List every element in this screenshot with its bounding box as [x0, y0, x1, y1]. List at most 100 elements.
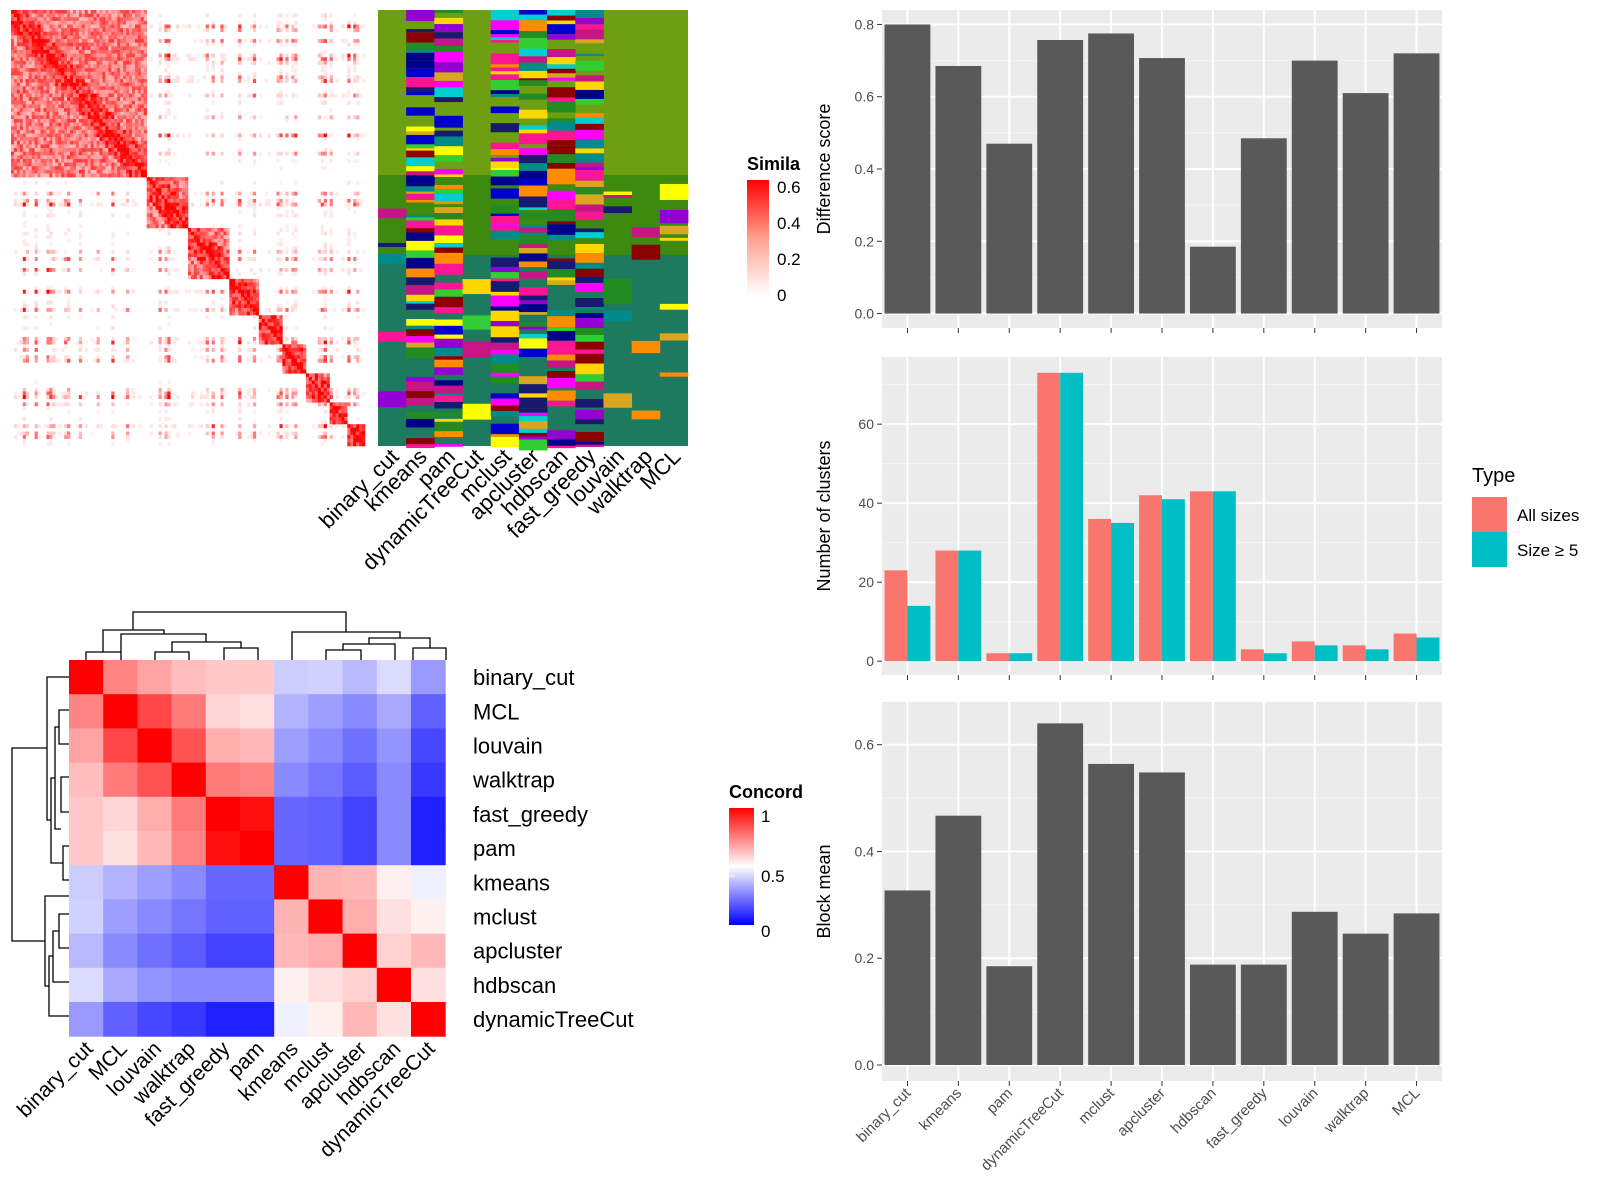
concordance-cell-kmeans-walktrap: [171, 865, 207, 900]
concordance-cell-binary_cut-apcluster: [342, 660, 378, 695]
concordance-cell-hdbscan-hdbscan: [376, 967, 412, 1003]
concordance-cell-apcluster-fast_greedy: [205, 933, 241, 969]
concordance-cell-kmeans-MCL: [103, 865, 138, 900]
concordance-row-label: binary_cut: [473, 665, 575, 690]
bar-walktrap: [1342, 93, 1389, 314]
concordance-cell-binary_cut-dynamicTreeCut: [411, 660, 446, 695]
concordance-cell-binary_cut-mclust: [308, 660, 344, 695]
concordance-cell-mclust-dynamicTreeCut: [411, 899, 446, 935]
bar-all-sizes-dynamicTreeCut: [1037, 372, 1061, 662]
concordance-cell-pam-mclust: [308, 831, 344, 866]
bar-mclust: [1088, 33, 1134, 314]
concordance-cell-louvain-fast_greedy: [205, 728, 241, 764]
y-tick-label: 20: [858, 574, 874, 590]
concordance-cell-binary_cut-MCL: [103, 660, 138, 695]
concordance-cell-MCL-binary_cut: [69, 694, 104, 729]
bar-pam: [986, 143, 1033, 314]
y-tick-label: 0.6: [855, 737, 875, 753]
concordance-cell-louvain-louvain: [137, 728, 173, 764]
concordance-cell-kmeans-mclust: [308, 865, 344, 900]
concordance-cell-kmeans-binary_cut: [69, 865, 104, 900]
bar-all-sizes-kmeans: [935, 550, 959, 662]
concordance-cell-hdbscan-MCL: [103, 967, 138, 1003]
bar-pam: [986, 966, 1033, 1065]
bar-size-5-dynamicTreeCut: [1060, 372, 1084, 662]
similarity-legend-tick: 0: [777, 286, 786, 305]
concordance-row-label: walktrap: [472, 768, 555, 793]
bar-all-sizes-fast_greedy: [1240, 649, 1264, 662]
bar-size-5-fast_greedy: [1263, 653, 1287, 662]
difference-score-panel: 0.0 0.2 0.4 0.6 0.8 Difference score: [814, 10, 1442, 333]
concordance-cells: [69, 660, 446, 1037]
concordance-cell-walktrap-hdbscan: [376, 762, 412, 798]
concordance-cell-kmeans-pam: [240, 865, 275, 900]
bar-kmeans: [935, 66, 982, 314]
cluster-assignment-cells: [378, 10, 689, 451]
bar-all-sizes-walktrap: [1342, 645, 1366, 662]
concordance-cell-binary_cut-pam: [240, 660, 275, 695]
y-tick-label: 0.2: [855, 233, 875, 249]
y-tick-label: 0.8: [855, 16, 875, 32]
similarity-legend-colorbar: [747, 180, 769, 295]
concordance-cell-kmeans-kmeans: [274, 865, 309, 900]
concordance-row-label: kmeans: [473, 870, 550, 895]
concordance-cell-fast_greedy-fast_greedy: [205, 796, 241, 832]
concordance-cell-walktrap-MCL: [103, 762, 138, 798]
concordance-cell-walktrap-walktrap: [171, 762, 207, 798]
bar-binary_cut: [884, 890, 931, 1065]
concordance-cell-fast_greedy-binary_cut: [69, 796, 104, 832]
legend-label-all-sizes: All sizes: [1517, 506, 1579, 525]
bar-size-5-hdbscan: [1212, 491, 1236, 662]
concordance-cell-dynamicTreeCut-fast_greedy: [205, 1002, 241, 1037]
concordance-cell-pam-pam: [240, 831, 275, 866]
concordance-row-label: hdbscan: [473, 973, 556, 998]
concordance-legend-tick: 0.5: [761, 867, 785, 886]
concordance-cell-mclust-pam: [240, 899, 275, 935]
concordance-cell-kmeans-apcluster: [342, 865, 378, 900]
concordance-cell-apcluster-apcluster: [342, 933, 378, 969]
concordance-cell-walktrap-fast_greedy: [205, 762, 241, 798]
concordance-cell-dynamicTreeCut-kmeans: [274, 1002, 309, 1037]
bar-size-5-MCL: [1416, 637, 1440, 662]
concordance-cell-binary_cut-kmeans: [274, 660, 309, 695]
bar-fast_greedy: [1240, 964, 1287, 1065]
concordance-cell-louvain-MCL: [103, 728, 138, 764]
concordance-row-label: MCL: [473, 699, 519, 724]
concordance-cell-MCL-pam: [240, 694, 275, 729]
concordance-cell-dynamicTreeCut-louvain: [137, 1002, 173, 1037]
concordance-cell-fast_greedy-louvain: [137, 796, 173, 832]
concordance-cell-walktrap-apcluster: [342, 762, 378, 798]
bar-dynamicTreeCut: [1037, 39, 1084, 314]
concordance-cell-MCL-apcluster: [342, 694, 378, 729]
y-tick-label: 0.4: [855, 843, 875, 859]
concordance-cell-hdbscan-kmeans: [274, 967, 309, 1003]
concordance-column-labels: binary_cutMCLlouvainwalktrapfast_greedyp…: [13, 1037, 440, 1162]
concordance-cell-pam-louvain: [137, 831, 173, 866]
block-mean-panel: 0.0 0.2 0.4 0.6 Block mean: [814, 702, 1442, 1086]
concordance-row-label: mclust: [473, 905, 537, 930]
similarity-matrix-heatmap: [11, 10, 366, 447]
bar-size-5-kmeans: [958, 550, 982, 662]
y-tick-label: 0.0: [855, 1057, 875, 1073]
concordance-cell-dynamicTreeCut-binary_cut: [69, 1002, 104, 1037]
y-tick-label: 0.4: [855, 161, 875, 177]
similarity-legend-tick: 0.6: [777, 178, 801, 197]
concordance-cell-dynamicTreeCut-pam: [240, 1002, 275, 1037]
concordance-row-labels: binary_cut MCL louvain walktrap fast_greedyp…: [472, 665, 634, 1032]
y-tick-label: 60: [858, 416, 874, 432]
bar-all-sizes-mclust: [1088, 518, 1112, 662]
bar-size-5-binary_cut: [907, 605, 931, 662]
bar-fast_greedy: [1240, 138, 1287, 314]
concordance-cell-MCL-kmeans: [274, 694, 309, 729]
concordance-cell-louvain-binary_cut: [69, 728, 104, 764]
concordance-dendrogram-left: [11, 676, 69, 1017]
concordance-cell-fast_greedy-kmeans: [274, 796, 309, 832]
concordance-row-label: apcluster: [473, 939, 562, 964]
similarity-legend: Simila 0.6 0.4 0.2 0: [747, 154, 801, 305]
concordance-cell-dynamicTreeCut-MCL: [103, 1002, 138, 1037]
concordance-row-label: fast_greedy: [473, 802, 588, 827]
bar-kmeans: [935, 815, 982, 1065]
concordance-cell-MCL-louvain: [137, 694, 173, 729]
